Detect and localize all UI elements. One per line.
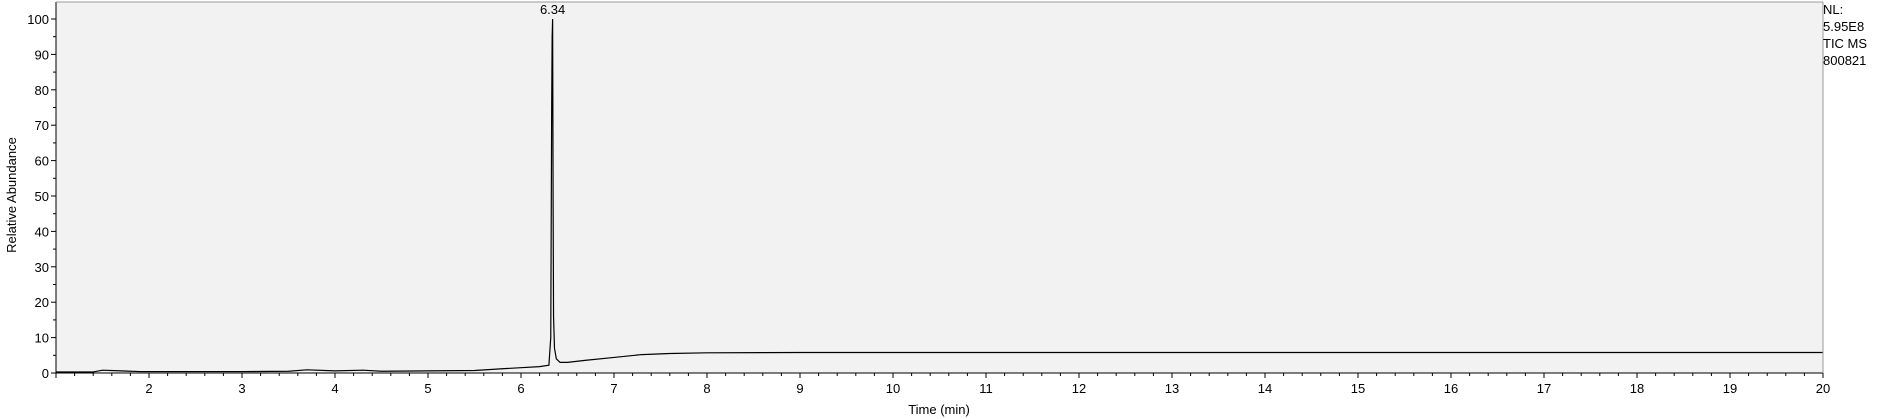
x-tick-label: 4 [331, 381, 338, 396]
x-tick-label: 7 [610, 381, 617, 396]
y-tick-label: 30 [35, 260, 49, 275]
x-tick-label: 3 [238, 381, 245, 396]
y-tick-label: 80 [35, 83, 49, 98]
x-tick-label: 6 [517, 381, 524, 396]
x-tick-label: 8 [703, 381, 710, 396]
y-axis-title: Relative Abundance [4, 137, 19, 253]
y-tick-label: 40 [35, 224, 49, 239]
nl-value: 5.95E8 [1823, 19, 1865, 34]
file-name: 800821 [1823, 53, 1867, 68]
y-tick-label: 100 [27, 12, 49, 27]
x-tick-label: 14 [1258, 381, 1272, 396]
y-tick-label: 20 [35, 295, 49, 310]
y-tick-label: 60 [35, 154, 49, 169]
x-tick-label: 13 [1165, 381, 1179, 396]
x-tick-label: 20 [1816, 381, 1830, 396]
plot-area [56, 2, 1823, 373]
x-tick-label: 17 [1537, 381, 1551, 396]
x-tick-label: 19 [1723, 381, 1737, 396]
y-tick-label: 70 [35, 118, 49, 133]
peak-label: 6.34 [540, 2, 565, 17]
x-tick-label: 5 [424, 381, 431, 396]
x-tick-label: 2 [145, 381, 152, 396]
normalization-info: NL: 5.95E8 TIC MS 800821 [1823, 1, 1867, 69]
y-tick-label: 50 [35, 189, 49, 204]
x-tick-label: 18 [1630, 381, 1644, 396]
x-tick-label: 15 [1351, 381, 1365, 396]
nl-label: NL: [1823, 2, 1844, 17]
x-tick-label: 11 [979, 381, 993, 396]
scan-type: TIC MS [1823, 36, 1868, 51]
tic-trace [56, 18, 1823, 373]
x-axis-title: Time (min) [908, 402, 970, 417]
y-axis: 0 10 20 30 40 50 60 70 80 90 100 [27, 12, 56, 381]
x-tick-label: 10 [886, 381, 900, 396]
x-tick-label: 16 [1444, 381, 1458, 396]
x-tick-label: 12 [1072, 381, 1086, 396]
y-tick-label: 0 [42, 366, 49, 381]
x-axis: 2 3 4 5 6 7 8 9 10 11 12 13 14 15 16 17 18 19 20 [55, 373, 1830, 396]
y-tick-label: 10 [35, 331, 49, 346]
y-tick-label: 90 [35, 47, 49, 62]
x-tick-label: 9 [796, 381, 803, 396]
